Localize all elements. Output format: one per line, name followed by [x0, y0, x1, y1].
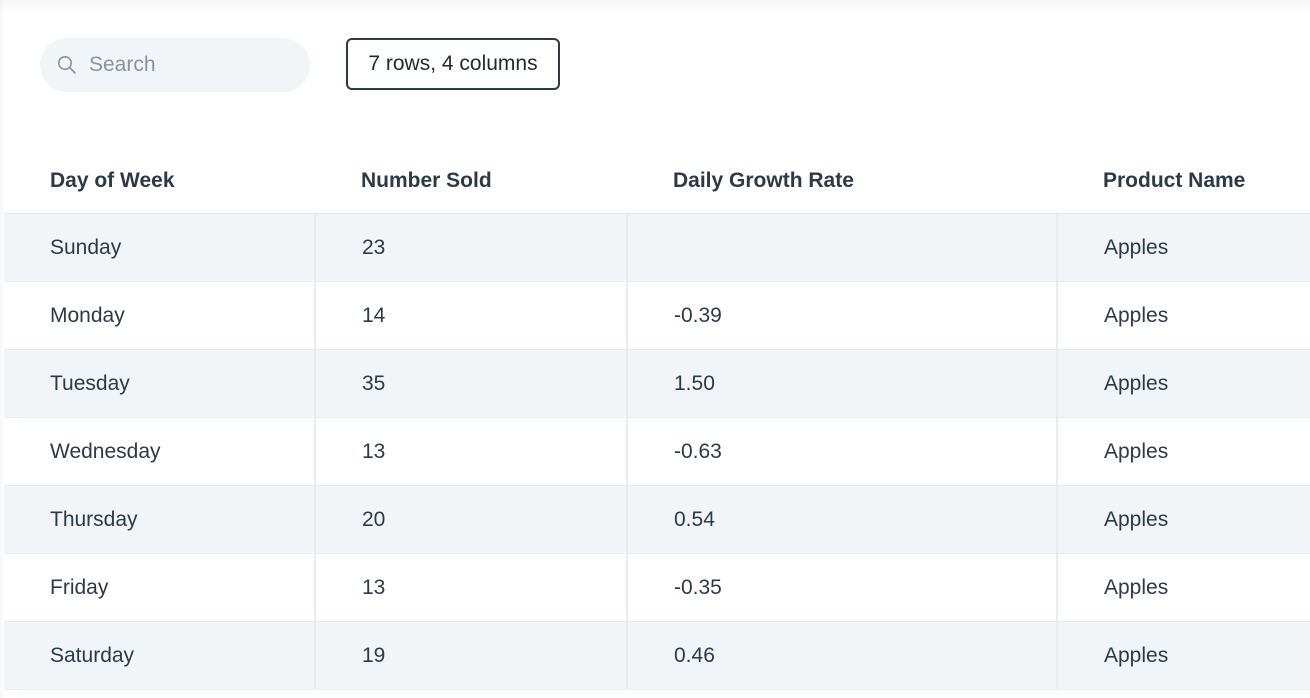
table-row: Friday 13 -0.35 Apples — [4, 553, 1310, 622]
table-cell[interactable]: Monday — [4, 281, 316, 350]
table-cell[interactable] — [627, 213, 1058, 282]
table-row: Saturday 19 0.46 Apples — [4, 621, 1310, 690]
rows-columns-badge: 7 rows, 4 columns — [346, 38, 560, 90]
search-input[interactable] — [89, 53, 289, 77]
table-row: Tuesday 35 1.50 Apples — [4, 349, 1310, 418]
table-row: Wednesday 13 -0.63 Apples — [4, 417, 1310, 486]
table-header-row: Day of Week Number Sold Daily Growth Rat… — [4, 148, 1310, 214]
table-cell[interactable]: Wednesday — [4, 417, 316, 486]
table-cell[interactable]: 1.50 — [627, 349, 1058, 418]
left-edge — [0, 0, 5, 698]
column-header-daily-growth-rate[interactable]: Daily Growth Rate — [627, 148, 1057, 214]
table-cell[interactable]: Saturday — [4, 621, 316, 690]
table-cell[interactable]: 14 — [315, 281, 628, 350]
table-cell[interactable]: 23 — [315, 213, 628, 282]
table-cell[interactable]: Apples — [1057, 417, 1310, 486]
table-cell[interactable]: Sunday — [4, 213, 316, 282]
table-cell[interactable]: Apples — [1057, 213, 1310, 282]
table-cell[interactable]: Thursday — [4, 485, 316, 554]
table-cell[interactable]: 0.54 — [627, 485, 1058, 554]
table-cell[interactable]: -0.63 — [627, 417, 1058, 486]
table-cell[interactable]: -0.35 — [627, 553, 1058, 622]
table-row: Sunday 23 Apples — [4, 213, 1310, 282]
table-row: Monday 14 -0.39 Apples — [4, 281, 1310, 350]
table-cell[interactable]: Apples — [1057, 281, 1310, 350]
table-cell[interactable]: 13 — [315, 553, 628, 622]
column-header-number-sold[interactable]: Number Sold — [315, 148, 627, 214]
table-row: Thursday 20 0.54 Apples — [4, 485, 1310, 554]
search-box[interactable] — [40, 38, 310, 92]
table-cell[interactable]: -0.39 — [627, 281, 1058, 350]
column-header-day-of-week[interactable]: Day of Week — [4, 148, 315, 214]
table-cell[interactable]: Apples — [1057, 349, 1310, 418]
table-cell[interactable]: Apples — [1057, 553, 1310, 622]
table-cell[interactable]: 0.46 — [627, 621, 1058, 690]
search-icon — [58, 56, 76, 74]
column-header-product-name[interactable]: Product Name — [1057, 148, 1310, 214]
table-cell[interactable]: 35 — [315, 349, 628, 418]
table-cell[interactable]: 13 — [315, 417, 628, 486]
top-shadow — [0, 0, 1310, 14]
table-cell[interactable]: Apples — [1057, 621, 1310, 690]
data-table: Day of Week Number Sold Daily Growth Rat… — [4, 148, 1310, 690]
table-cell[interactable]: 20 — [315, 485, 628, 554]
table-cell[interactable]: Tuesday — [4, 349, 316, 418]
table-cell[interactable]: Apples — [1057, 485, 1310, 554]
table-cell[interactable]: Friday — [4, 553, 316, 622]
table-cell[interactable]: 19 — [315, 621, 628, 690]
